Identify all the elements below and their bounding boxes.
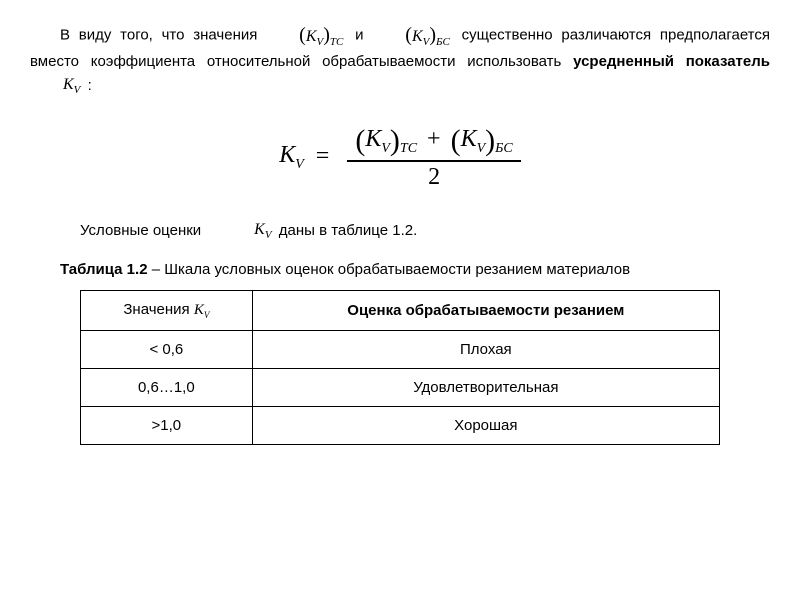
table-row: >1,0 Хорошая bbox=[81, 407, 720, 445]
formula-block: KV = (KV)ТС + (KV)БС 2 bbox=[30, 124, 770, 191]
kv-symbol: KV bbox=[204, 221, 271, 241]
reference-paragraph: Условные оценкиKV даны в таблице 1.2. bbox=[30, 221, 770, 241]
cell-rating: Хорошая bbox=[252, 407, 719, 445]
cell-rating: Удовлетворительная bbox=[252, 369, 719, 407]
table-row: 0,6…1,0 Удовлетворительная bbox=[81, 369, 720, 407]
denominator: 2 bbox=[347, 162, 520, 191]
kv-tc-symbol: (KV)ТС bbox=[269, 20, 343, 51]
kv-bc-symbol: (KV)БС bbox=[375, 20, 450, 51]
text: даны в таблице 1.2. bbox=[279, 222, 418, 239]
text: и bbox=[355, 26, 372, 43]
fraction: (KV)ТС + (KV)БС 2 bbox=[347, 124, 520, 191]
caption-rest: – Шкала условных оценок обрабатываемости… bbox=[148, 261, 631, 278]
kv-symbol: KV bbox=[33, 73, 80, 99]
table-caption: Таблица 1.2 – Шкала условных оценок обра… bbox=[30, 261, 770, 278]
equals: = bbox=[316, 143, 330, 169]
formula-lhs: KV bbox=[279, 142, 304, 173]
table-header-row: Значения KV Оценка обрабатываемости реза… bbox=[81, 291, 720, 331]
formula: KV = (KV)ТС + (KV)БС 2 bbox=[279, 124, 521, 191]
cell-rating: Плохая bbox=[252, 331, 719, 369]
table-row: < 0,6 Плохая bbox=[81, 331, 720, 369]
caption-bold: Таблица 1.2 bbox=[60, 261, 148, 278]
header-col2: Оценка обрабатываемости резанием bbox=[252, 291, 719, 331]
bold-phrase: усредненный показатель bbox=[573, 53, 770, 70]
header-col1: Значения KV bbox=[81, 291, 253, 331]
text: : bbox=[88, 77, 92, 94]
kv-symbol: KV bbox=[194, 302, 210, 318]
numerator: (KV)ТС + (KV)БС bbox=[347, 124, 520, 162]
cell-value: < 0,6 bbox=[81, 331, 253, 369]
cell-value: >1,0 bbox=[81, 407, 253, 445]
text: Условные оценки bbox=[80, 222, 201, 239]
cell-value: 0,6…1,0 bbox=[81, 369, 253, 407]
machinability-table: Значения KV Оценка обрабатываемости реза… bbox=[80, 290, 720, 445]
text: В виду того, что значения bbox=[60, 26, 266, 43]
intro-paragraph: В виду того, что значения (KV)ТС и (KV)Б… bbox=[30, 20, 770, 99]
formula-rhs: (KV)ТС + (KV)БС 2 bbox=[347, 124, 520, 191]
